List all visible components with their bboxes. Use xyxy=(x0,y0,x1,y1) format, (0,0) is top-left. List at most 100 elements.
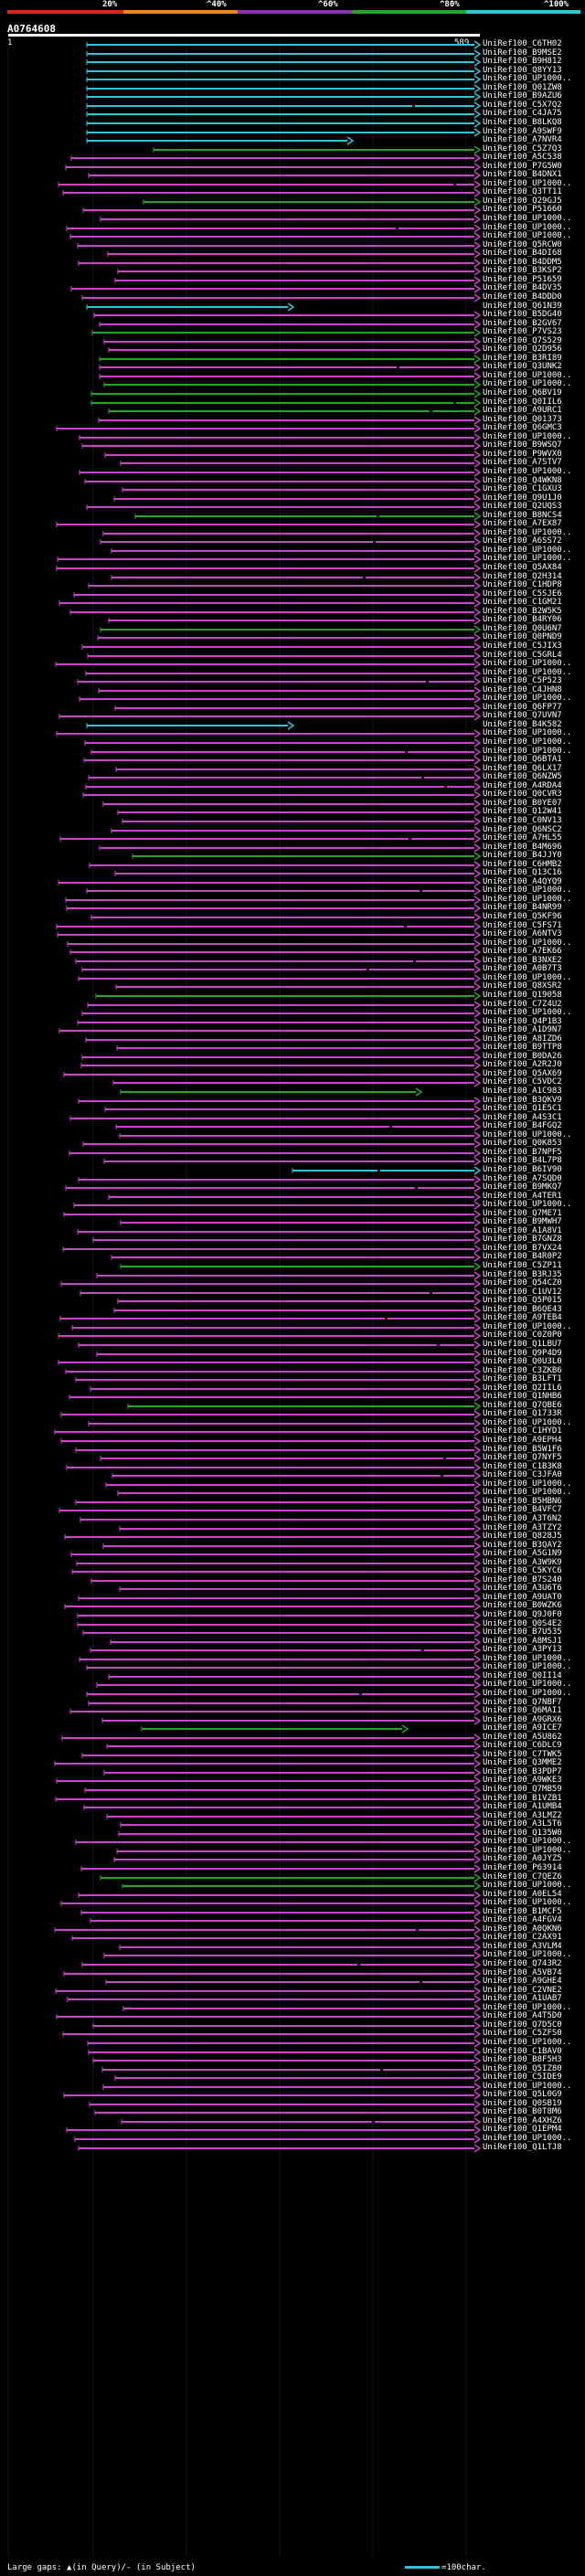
hit-label[interactable]: UniRef100_C6HMB2 xyxy=(483,860,562,869)
hit-label[interactable]: UniRef100_B7GNZ8 xyxy=(483,1235,562,1244)
hit-label[interactable]: UniRef100_A1D9N7 xyxy=(483,1025,562,1034)
hit-label[interactable]: UniRef100_B8F5H3 xyxy=(483,2055,562,2064)
hit-label[interactable]: UniRef100_B0T8M6 xyxy=(483,2107,562,2116)
hit-label[interactable]: UniRef100_Q5P015 xyxy=(483,1296,562,1305)
hit-label[interactable]: UniRef100_A3T6N2 xyxy=(483,1514,562,1523)
hit-label[interactable]: UniRef100_A9WKE3 xyxy=(483,1776,562,1785)
hit-label[interactable]: UniRef100_UP1000.. xyxy=(483,1662,572,1671)
hit-label[interactable]: UniRef100_C1HDP8 xyxy=(483,580,562,589)
hit-label[interactable]: UniRef100_A3U6T6 xyxy=(483,1584,562,1593)
hit-label[interactable]: UniRef100_A7EK66 xyxy=(483,947,562,956)
hit-label[interactable]: UniRef100_Q6LX17 xyxy=(483,764,562,773)
hit-label[interactable]: UniRef100_UP1000.. xyxy=(483,1837,572,1846)
hit-label[interactable]: UniRef100_Q0K853 xyxy=(483,1139,562,1148)
hit-label[interactable]: UniRef100_C3ZKB6 xyxy=(483,1366,562,1375)
hit-label[interactable]: UniRef100_A9GRX6 xyxy=(483,1715,562,1724)
hit-label[interactable]: UniRef100_A9URC1 xyxy=(483,406,562,415)
hit-label[interactable]: UniRef100_C3JFA0 xyxy=(483,1470,562,1479)
hit-label[interactable]: UniRef100_A4QYQ9 xyxy=(483,877,562,886)
hit-label[interactable]: UniRef100_B7U535 xyxy=(483,1627,562,1637)
hit-label[interactable]: UniRef100_B7NPF5 xyxy=(483,1148,562,1157)
hit-label[interactable]: UniRef100_B6QE43 xyxy=(483,1305,562,1314)
hit-label[interactable]: UniRef100_C2VNE2 xyxy=(483,1986,562,1995)
hit-label[interactable]: UniRef100_UP1000.. xyxy=(483,885,572,895)
hit-label[interactable]: UniRef100_Q19058 xyxy=(483,991,562,1000)
hit-label[interactable]: UniRef100_Q0U3L0 xyxy=(483,1357,562,1366)
hit-label[interactable]: UniRef100_Q7UVN7 xyxy=(483,711,562,720)
hit-label[interactable]: UniRef100_B3LFT1 xyxy=(483,1374,562,1383)
hit-label[interactable]: UniRef100_B3PDP7 xyxy=(483,1767,562,1776)
hit-label[interactable]: UniRef100_C1UV12 xyxy=(483,1288,562,1297)
hit-label[interactable]: UniRef100_P7G5W0 xyxy=(483,162,562,171)
hit-label[interactable]: UniRef100_A3PY13 xyxy=(483,1645,562,1654)
hit-label[interactable]: UniRef100_B0WZK6 xyxy=(483,1601,562,1610)
hit-label[interactable]: UniRef100_UP1000.. xyxy=(483,1680,572,1689)
hit-label[interactable]: UniRef100_B4NR99 xyxy=(483,903,562,912)
hit-label[interactable]: UniRef100_UP1000.. xyxy=(483,1881,572,1890)
hit-label[interactable]: UniRef100_B4FGQ2 xyxy=(483,1121,562,1130)
hit-label[interactable]: UniRef100_UP1000.. xyxy=(483,1898,572,1907)
hit-label[interactable]: UniRef100_B1VZB1 xyxy=(483,1794,562,1803)
hit-label[interactable]: UniRef100_A4FGV4 xyxy=(483,1915,562,1924)
hit-label[interactable]: UniRef100_P63914 xyxy=(483,1863,562,1872)
hit-label[interactable]: UniRef100_A4T5D0 xyxy=(483,2011,562,2020)
hit-label[interactable]: UniRef100_UP1000.. xyxy=(483,1689,572,1698)
hit-label[interactable]: UniRef100_Q8XSR2 xyxy=(483,981,562,991)
hit-label[interactable]: UniRef100_UP1000.. xyxy=(483,1479,572,1489)
hit-label[interactable]: UniRef100_C1B3K8 xyxy=(483,1462,562,1471)
hit-label[interactable]: UniRef100_B3QKV9 xyxy=(483,1096,562,1105)
hit-label[interactable]: UniRef100_Q6NZW5 xyxy=(483,772,562,781)
hit-label[interactable]: UniRef100_C0Z0P0 xyxy=(483,1330,562,1340)
hit-label[interactable]: UniRef100_A0JYZ5 xyxy=(483,1854,562,1863)
hit-label[interactable]: UniRef100_Q54CZ0 xyxy=(483,1278,562,1288)
hit-label[interactable]: UniRef100_B9MWH7 xyxy=(483,1217,562,1226)
hit-label[interactable]: UniRef100_Q3UNK2 xyxy=(483,362,562,371)
hit-label[interactable]: UniRef100_UP1000.. xyxy=(483,371,572,380)
hit-label[interactable]: UniRef100_B7VX24 xyxy=(483,1244,562,1253)
hit-label[interactable]: UniRef100_C7Z4U2 xyxy=(483,1000,562,1009)
hit-label[interactable]: UniRef100_UP1000.. xyxy=(483,2038,572,2047)
hit-label[interactable]: UniRef100_B4L7P8 xyxy=(483,1156,562,1165)
hit-label[interactable]: UniRef100_B4VFC7 xyxy=(483,1505,562,1514)
hit-label[interactable]: UniRef100_Q1733R xyxy=(483,1409,562,1418)
hit-label[interactable]: UniRef100_B0DA26 xyxy=(483,1052,562,1061)
hit-label[interactable]: UniRef100_Q9U1J0 xyxy=(483,493,562,503)
hit-label[interactable]: UniRef100_A8MSJ1 xyxy=(483,1637,562,1646)
hit-label[interactable]: UniRef100_C5P523 xyxy=(483,676,562,685)
hit-label[interactable]: UniRef100_B1MCF5 xyxy=(483,1907,562,1916)
hit-label[interactable]: UniRef100_B4RY06 xyxy=(483,615,562,624)
hit-label[interactable]: UniRef100_Q01373 xyxy=(483,415,562,424)
hit-label[interactable]: UniRef100_Q7S529 xyxy=(483,336,562,345)
hit-label[interactable]: UniRef100_B4K582 xyxy=(483,720,562,729)
hit-label[interactable]: UniRef100_UP1000.. xyxy=(483,1950,572,1959)
hit-label[interactable]: UniRef100_Q0IIL6 xyxy=(483,398,562,407)
hit-label[interactable]: UniRef100_B4DDD0 xyxy=(483,292,562,302)
hit-label[interactable]: UniRef100_A0B7T3 xyxy=(483,964,562,973)
hit-label[interactable]: UniRef100_C1GXU3 xyxy=(483,484,562,493)
hit-label[interactable]: UniRef100_A7HL55 xyxy=(483,833,562,843)
hit-label[interactable]: UniRef100_UP1000.. xyxy=(483,528,572,537)
hit-label[interactable]: UniRef100_C5ZP11 xyxy=(483,1261,562,1270)
hit-label[interactable]: UniRef100_A6NTV3 xyxy=(483,929,562,938)
hit-label[interactable]: UniRef100_B5DG40 xyxy=(483,310,562,319)
hit-label[interactable]: UniRef100_UP1000.. xyxy=(483,74,572,83)
hit-label[interactable]: UniRef100_A3LMZ2 xyxy=(483,1811,562,1820)
hit-label[interactable]: UniRef100_C5ZFS0 xyxy=(483,2029,562,2038)
hit-label[interactable]: UniRef100_Q1NHB6 xyxy=(483,1392,562,1401)
hit-label[interactable]: UniRef100_C5VDC2 xyxy=(483,1077,562,1087)
hit-label[interactable]: UniRef100_A7STV7 xyxy=(483,458,562,467)
hit-label[interactable]: UniRef100_B4R0P2 xyxy=(483,1252,562,1261)
hit-label[interactable]: UniRef100_Q3MME2 xyxy=(483,1758,562,1767)
hit-label[interactable]: UniRef100_Q29GJ5 xyxy=(483,196,562,206)
hit-label[interactable]: UniRef100_UP1000.. xyxy=(483,223,572,232)
hit-label[interactable]: UniRef100_B9AZU6 xyxy=(483,91,562,101)
hit-label[interactable]: UniRef100_A3VLM4 xyxy=(483,1942,562,1951)
hit-label[interactable]: UniRef100_A2R2J0 xyxy=(483,1060,562,1069)
hit-label[interactable]: UniRef100_C1GM21 xyxy=(483,598,562,607)
hit-label[interactable]: UniRef100_A3L5T6 xyxy=(483,1819,562,1829)
hit-label[interactable]: UniRef100_Q743R2 xyxy=(483,1959,562,1968)
hit-label[interactable]: UniRef100_B9MKQ7 xyxy=(483,1182,562,1192)
hit-label[interactable]: UniRef100_A4S3C1 xyxy=(483,1113,562,1122)
hit-label[interactable]: UniRef100_A5VB74 xyxy=(483,1968,562,1977)
hit-label[interactable]: UniRef100_B2GV67 xyxy=(483,319,562,328)
